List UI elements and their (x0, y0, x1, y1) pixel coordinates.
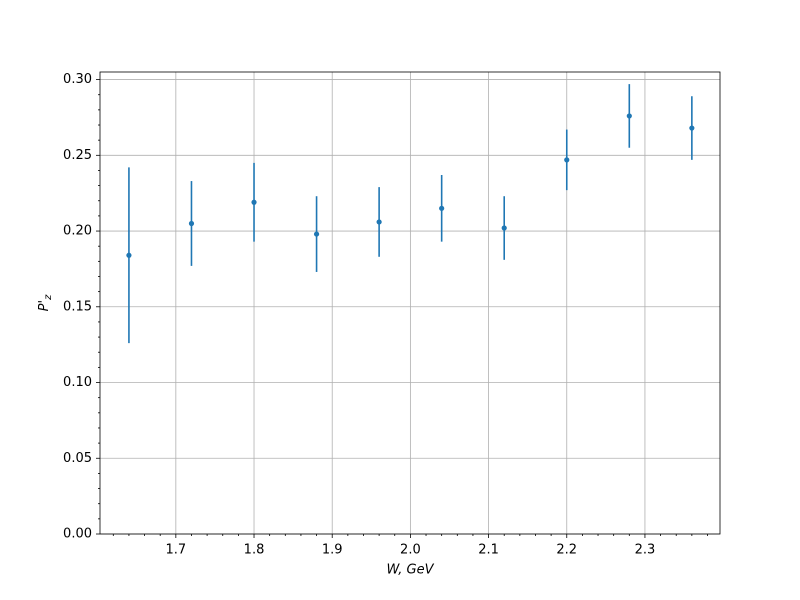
x-tick-label: 1.9 (322, 543, 343, 558)
grid-layer (100, 72, 720, 535)
y-tick-label: 0.10 (63, 375, 92, 390)
data-point (564, 157, 570, 163)
data-point (313, 231, 320, 237)
data-point (251, 199, 257, 205)
data-point (439, 205, 445, 211)
x-tick-label: 2.2 (556, 543, 577, 558)
y-tick-label: 0.30 (63, 72, 92, 87)
y-tick-label: 0.25 (63, 148, 92, 163)
x-tick-label: 2.1 (478, 543, 499, 558)
data-point (188, 220, 195, 227)
data-point (689, 125, 695, 131)
x-tick-label: 1.7 (165, 543, 186, 558)
data-point (126, 252, 132, 258)
y-tick-label: 0.15 (63, 299, 92, 314)
y-tick-label: 0.00 (63, 527, 92, 542)
marks-layer (126, 84, 695, 344)
y-axis-label-base: P' (37, 300, 52, 311)
data-point (501, 225, 507, 231)
y-axis-label-sub: z (43, 294, 54, 301)
x-tick-label: 2.0 (400, 543, 421, 558)
x-axis-label: W, GeV (386, 563, 434, 578)
y-tick-label: 0.05 (63, 451, 92, 466)
x-tick-label: 1.8 (244, 543, 265, 558)
data-point (626, 113, 632, 119)
y-tick-label: 0.20 (63, 224, 92, 239)
x-tick-label: 2.3 (635, 543, 656, 558)
y-axis-label: P'z (37, 294, 55, 311)
data-point (376, 219, 382, 225)
